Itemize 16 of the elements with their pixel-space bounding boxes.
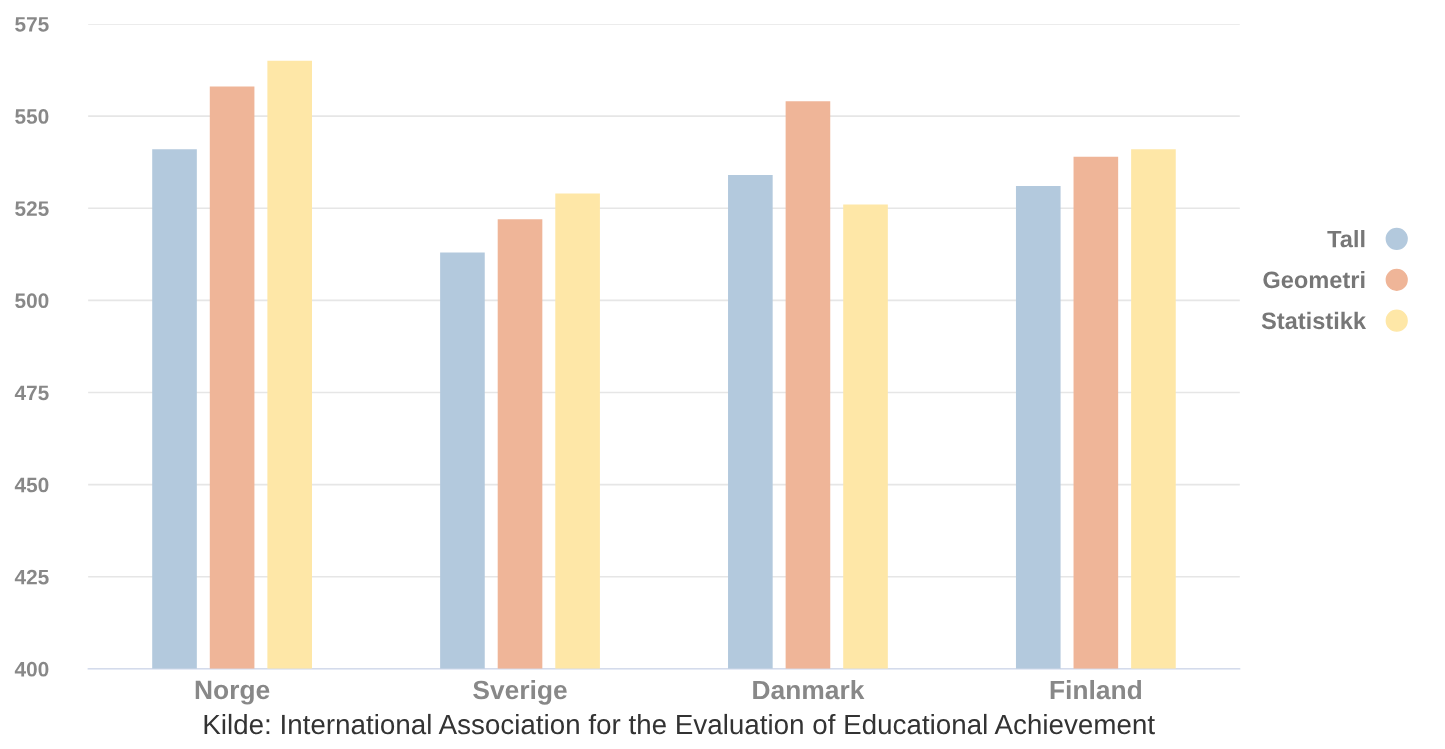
y-tick-label: 400	[14, 661, 49, 677]
y-tick-label: 525	[15, 201, 49, 216]
y-tick-label: 475	[14, 385, 49, 401]
legend-label: Statistikk	[1261, 311, 1367, 330]
x-tick-label: Finland	[1050, 679, 1142, 700]
text: Kilde: International Association for the Evaluation of Educational Achievement	[204, 713, 1155, 735]
y-tick-label: 500	[15, 293, 49, 309]
x-tick-label: Sverige	[473, 679, 567, 705]
legend-label: Tall	[1327, 230, 1365, 248]
y-tick-label: 550	[15, 109, 49, 124]
y-tick-label: 450	[14, 477, 49, 493]
y-tick-label: 425	[14, 569, 49, 585]
x-tick-label: Norge	[195, 680, 270, 705]
legend-label: Geometri	[1263, 270, 1365, 289]
x-tick-label: Danmark	[753, 679, 865, 700]
y-tick-label: 575	[15, 17, 49, 32]
